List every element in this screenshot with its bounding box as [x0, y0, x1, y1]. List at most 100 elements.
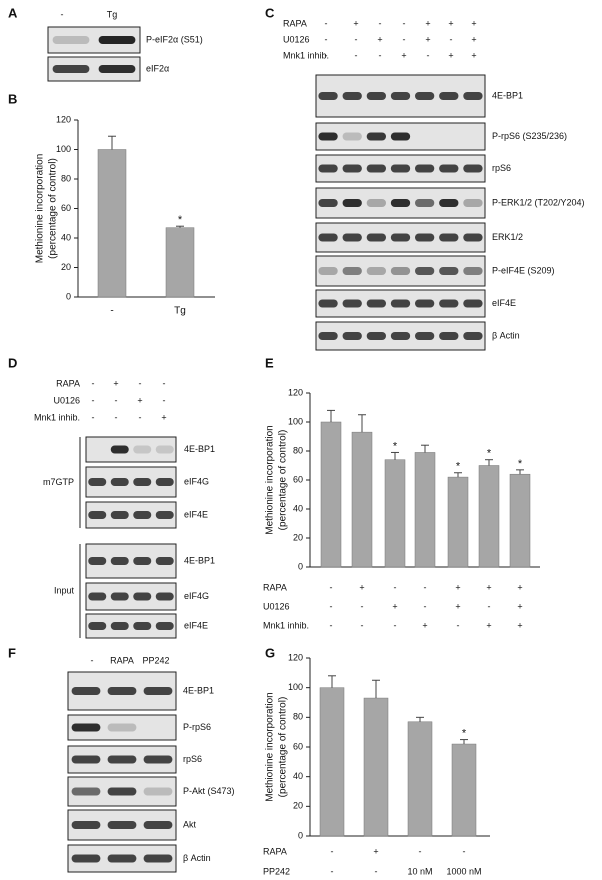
y-tick-label: 80: [293, 712, 303, 722]
band: [414, 332, 435, 340]
column-label: Tg: [107, 9, 118, 19]
y-tick-label: 40: [293, 771, 303, 781]
band: [414, 299, 435, 308]
blot-label: 4E-BP1: [183, 685, 214, 695]
blot-label: eIF4G: [184, 476, 209, 486]
treatment-label: RAPA: [263, 582, 287, 592]
treatment-sign: +: [455, 582, 460, 592]
column-label: -: [91, 655, 94, 665]
treatment-sign: -: [361, 620, 364, 630]
band: [366, 199, 387, 207]
band: [155, 622, 174, 630]
treatment-sign: +: [517, 601, 522, 611]
band: [390, 332, 411, 340]
blot-label: P-rpS6 (S235/236): [492, 131, 567, 141]
panel-label: A: [8, 5, 18, 20]
band: [342, 267, 362, 275]
band: [143, 854, 173, 863]
band: [342, 199, 362, 207]
y-tick-label: 0: [66, 291, 71, 301]
treatment-sign: +: [377, 34, 382, 44]
band: [110, 511, 129, 519]
treatment-sign: -: [394, 582, 397, 592]
blot-label: Akt: [183, 819, 197, 829]
y-tick-label: 100: [56, 144, 71, 154]
blot-label: P-Akt (S473): [183, 786, 235, 796]
treatment-sign: -: [331, 846, 334, 856]
blot-label: β Actin: [492, 330, 520, 340]
y-tick-label: 40: [293, 503, 303, 513]
blot-label: P-eIF2α (S51): [146, 34, 203, 44]
treatment-sign: -: [379, 50, 382, 60]
band: [143, 787, 173, 796]
band: [390, 233, 411, 242]
bar: [351, 431, 373, 568]
band: [342, 164, 362, 173]
treatment-sign: +: [448, 50, 453, 60]
panel-label: E: [265, 355, 274, 370]
treatment-sign: +: [425, 18, 430, 28]
band: [439, 164, 459, 173]
treatment-sign: -: [450, 34, 453, 44]
band: [342, 332, 362, 340]
band: [463, 164, 483, 173]
band: [342, 92, 362, 100]
band: [133, 557, 152, 565]
y-axis-label: (percentage of control): [278, 697, 289, 798]
treatment-sign: 10 nM: [407, 866, 432, 876]
band: [52, 65, 90, 73]
band: [133, 592, 152, 601]
x-tick-label: -: [110, 306, 113, 317]
treatment-sign: -: [463, 846, 466, 856]
band: [390, 92, 411, 100]
treatment-sign: +: [113, 378, 118, 388]
band: [390, 164, 411, 173]
y-axis-label: (percentage of control): [48, 158, 59, 259]
band: [98, 36, 136, 44]
band: [155, 511, 174, 519]
band: [98, 65, 136, 73]
band: [110, 592, 129, 601]
blot-label: 4E-BP1: [184, 555, 215, 565]
blot-label: eIF2α: [146, 63, 169, 73]
treatment-label: RAPA: [56, 378, 80, 388]
treatment-sign: -: [139, 412, 142, 422]
group-label: Input: [54, 585, 75, 595]
treatment-sign: -: [457, 620, 460, 630]
band: [107, 723, 137, 732]
band: [439, 92, 459, 100]
treatment-label: U0126: [53, 395, 80, 405]
y-tick-label: 40: [61, 232, 71, 242]
treatment-sign: +: [448, 18, 453, 28]
significance: *: [393, 440, 398, 452]
bar: [451, 743, 477, 837]
treatment-sign: -: [331, 866, 334, 876]
band: [133, 478, 152, 486]
y-tick-label: 60: [61, 203, 71, 213]
treatment-sign: -: [325, 34, 328, 44]
band: [318, 164, 338, 173]
treatment-sign: +: [422, 620, 427, 630]
band: [107, 854, 137, 863]
band: [463, 299, 483, 308]
band: [439, 299, 459, 308]
band: [439, 233, 459, 242]
treatment-sign: -: [361, 601, 364, 611]
band: [143, 687, 173, 695]
y-tick-label: 60: [293, 474, 303, 484]
treatment-sign: -: [163, 378, 166, 388]
band: [107, 755, 137, 764]
band: [110, 445, 129, 454]
band: [110, 557, 129, 565]
treatment-sign: -: [330, 582, 333, 592]
significance: *: [518, 458, 523, 470]
treatment-sign: -: [115, 412, 118, 422]
y-axis-label: Methionine incorporation: [35, 154, 46, 264]
bar: [414, 452, 436, 568]
treatment-label: Mnk1 inhib.: [283, 50, 329, 60]
panel-label: D: [8, 355, 17, 370]
treatment-sign: -: [325, 50, 328, 60]
y-tick-label: 100: [288, 416, 303, 426]
band: [88, 592, 107, 601]
treatment-sign: +: [353, 18, 358, 28]
